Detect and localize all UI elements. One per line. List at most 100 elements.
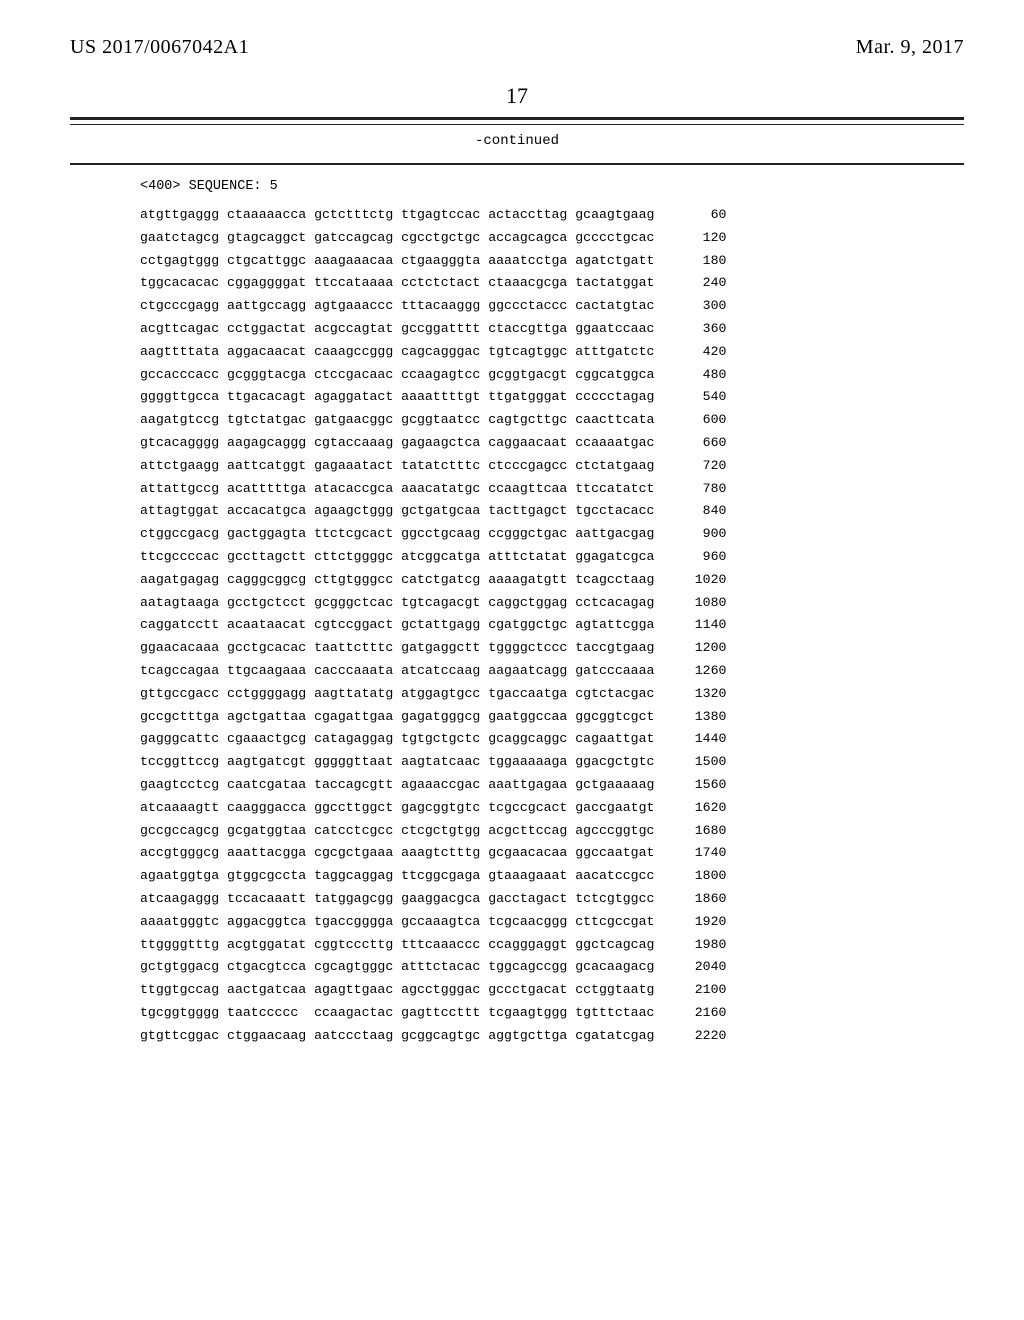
sequence-groups: gccgctttga agctgattaa cgagattgaa gagatgg… bbox=[140, 710, 654, 723]
sequence-position: 1320 bbox=[672, 687, 726, 700]
sequence-position: 240 bbox=[672, 276, 726, 289]
page-container: US 2017/0067042A1 Mar. 9, 2017 17 -conti… bbox=[0, 0, 1024, 1320]
sequence-groups: gctgtggacg ctgacgtcca cgcagtgggc atttcta… bbox=[140, 960, 654, 973]
sequence-groups: tccggttccg aagtgatcgt gggggttaat aagtatc… bbox=[140, 755, 654, 768]
sequence-position: 660 bbox=[672, 436, 726, 449]
sequence-row: agaatggtga gtggcgccta taggcaggag ttcggcg… bbox=[140, 869, 964, 882]
sequence-position: 360 bbox=[672, 322, 726, 335]
sequence-header: <400> SEQUENCE: 5 bbox=[140, 179, 964, 194]
sequence-position: 480 bbox=[672, 368, 726, 381]
sequence-position: 1140 bbox=[672, 618, 726, 631]
sequence-row: gtcacagggg aagagcaggg cgtaccaaag gagaagc… bbox=[140, 436, 964, 449]
sequence-position: 840 bbox=[672, 504, 726, 517]
sequence-groups: gccacccacc gcgggtacga ctccgacaac ccaagag… bbox=[140, 368, 654, 381]
sequence-row: caggatcctt acaataacat cgtccggact gctattg… bbox=[140, 618, 964, 631]
sequence-row: atcaaaagtt caagggacca ggccttggct gagcggt… bbox=[140, 801, 964, 814]
sequence-position: 900 bbox=[672, 527, 726, 540]
sequence-position: 1440 bbox=[672, 732, 726, 745]
sequence-row: gccacccacc gcgggtacga ctccgacaac ccaagag… bbox=[140, 368, 964, 381]
sequence-groups: gtgttcggac ctggaacaag aatccctaag gcggcag… bbox=[140, 1029, 654, 1042]
sequence-row: accgtgggcg aaattacgga cgcgctgaaa aaagtct… bbox=[140, 846, 964, 859]
sequence-position: 1740 bbox=[672, 846, 726, 859]
sequence-position: 300 bbox=[672, 299, 726, 312]
sequence-row: aagatgtccg tgtctatgac gatgaacggc gcggtaa… bbox=[140, 413, 964, 426]
sequence-groups: ttcgccccac gccttagctt cttctggggc atcggca… bbox=[140, 550, 654, 563]
sequence-groups: ggaacacaaa gcctgcacac taattctttc gatgagg… bbox=[140, 641, 654, 654]
sequence-position: 1080 bbox=[672, 596, 726, 609]
sequence-groups: ttggtgccag aactgatcaa agagttgaac agcctgg… bbox=[140, 983, 654, 996]
sequence-position: 960 bbox=[672, 550, 726, 563]
sequence-row: aaaatgggtc aggacggtca tgaccgggga gccaaag… bbox=[140, 915, 964, 928]
sequence-row: atgttgaggg ctaaaaacca gctctttctg ttgagtc… bbox=[140, 208, 964, 221]
sequence-row: ttggtgccag aactgatcaa agagttgaac agcctgg… bbox=[140, 983, 964, 996]
sequence-groups: aagatgtccg tgtctatgac gatgaacggc gcggtaa… bbox=[140, 413, 654, 426]
publication-number: US 2017/0067042A1 bbox=[70, 36, 249, 59]
page-header: US 2017/0067042A1 Mar. 9, 2017 bbox=[70, 36, 964, 59]
sequence-position: 1200 bbox=[672, 641, 726, 654]
sequence-position: 780 bbox=[672, 482, 726, 495]
sequence-position: 1860 bbox=[672, 892, 726, 905]
sequence-groups: gaatctagcg gtagcaggct gatccagcag cgcctgc… bbox=[140, 231, 654, 244]
sequence-position: 2220 bbox=[672, 1029, 726, 1042]
sequence-groups: atgttgaggg ctaaaaacca gctctttctg ttgagtc… bbox=[140, 208, 654, 221]
sequence-groups: acgttcagac cctggactat acgccagtat gccggat… bbox=[140, 322, 654, 335]
sequence-groups: atcaagaggg tccacaaatt tatggagcgg gaaggac… bbox=[140, 892, 654, 905]
sequence-groups: gccgccagcg gcgatggtaa catcctcgcc ctcgctg… bbox=[140, 824, 654, 837]
sequence-position: 1620 bbox=[672, 801, 726, 814]
continued-label: -continued bbox=[70, 133, 964, 149]
sequence-groups: aagatgagag cagggcggcg cttgtgggcc catctga… bbox=[140, 573, 654, 586]
sequence-row: gccgctttga agctgattaa cgagattgaa gagatgg… bbox=[140, 710, 964, 723]
sequence-table: atgttgaggg ctaaaaacca gctctttctg ttgagtc… bbox=[140, 208, 964, 1042]
sequence-groups: caggatcctt acaataacat cgtccggact gctattg… bbox=[140, 618, 654, 631]
sequence-row: gagggcattc cgaaactgcg catagaggag tgtgctg… bbox=[140, 732, 964, 745]
sequence-position: 540 bbox=[672, 390, 726, 403]
sequence-row: gttgccgacc cctggggagg aagttatatg atggagt… bbox=[140, 687, 964, 700]
sequence-groups: gagggcattc cgaaactgcg catagaggag tgtgctg… bbox=[140, 732, 654, 745]
sequence-row: tcagccagaa ttgcaagaaa cacccaaata atcatcc… bbox=[140, 664, 964, 677]
publication-date: Mar. 9, 2017 bbox=[856, 36, 964, 59]
sequence-row: atcaagaggg tccacaaatt tatggagcgg gaaggac… bbox=[140, 892, 964, 905]
sequence-row: ggggttgcca ttgacacagt agaggatact aaaattt… bbox=[140, 390, 964, 403]
sequence-row: gccgccagcg gcgatggtaa catcctcgcc ctcgctg… bbox=[140, 824, 964, 837]
sequence-groups: ttggggtttg acgtggatat cggtcccttg tttcaaa… bbox=[140, 938, 654, 951]
sequence-groups: ctggccgacg gactggagta ttctcgcact ggcctgc… bbox=[140, 527, 654, 540]
sequence-position: 1560 bbox=[672, 778, 726, 791]
sequence-row: tgcggtgggg taatccccc ccaagactac gagttcct… bbox=[140, 1006, 964, 1019]
sequence-groups: attagtggat accacatgca agaagctggg gctgatg… bbox=[140, 504, 654, 517]
sequence-row: gaagtcctcg caatcgataa taccagcgtt agaaacc… bbox=[140, 778, 964, 791]
sequence-position: 2040 bbox=[672, 960, 726, 973]
sequence-groups: agaatggtga gtggcgccta taggcaggag ttcggcg… bbox=[140, 869, 654, 882]
sequence-position: 60 bbox=[672, 208, 726, 221]
sequence-groups: atcaaaagtt caagggacca ggccttggct gagcggt… bbox=[140, 801, 654, 814]
sequence-groups: aatagtaaga gcctgctcct gcgggctcac tgtcaga… bbox=[140, 596, 654, 609]
horizontal-rule-inner: -continued bbox=[70, 124, 964, 149]
horizontal-rule-block: -continued bbox=[70, 117, 964, 165]
sequence-groups: ctgcccgagg aattgccagg agtgaaaccc tttacaa… bbox=[140, 299, 654, 312]
sequence-position: 1380 bbox=[672, 710, 726, 723]
sequence-position: 1680 bbox=[672, 824, 726, 837]
sequence-groups: tggcacacac cggaggggat ttccataaaa cctctct… bbox=[140, 276, 654, 289]
sequence-row: ctgcccgagg aattgccagg agtgaaaccc tttacaa… bbox=[140, 299, 964, 312]
sequence-position: 120 bbox=[672, 231, 726, 244]
sequence-row: gtgttcggac ctggaacaag aatccctaag gcggcag… bbox=[140, 1029, 964, 1042]
sequence-groups: gaagtcctcg caatcgataa taccagcgtt agaaacc… bbox=[140, 778, 654, 791]
sequence-groups: cctgagtggg ctgcattggc aaagaaacaa ctgaagg… bbox=[140, 254, 654, 267]
sequence-row: cctgagtggg ctgcattggc aaagaaacaa ctgaagg… bbox=[140, 254, 964, 267]
sequence-groups: aaaatgggtc aggacggtca tgaccgggga gccaaag… bbox=[140, 915, 654, 928]
page-number: 17 bbox=[70, 83, 964, 109]
sequence-groups: gtcacagggg aagagcaggg cgtaccaaag gagaagc… bbox=[140, 436, 654, 449]
sequence-row: tccggttccg aagtgatcgt gggggttaat aagtatc… bbox=[140, 755, 964, 768]
sequence-position: 420 bbox=[672, 345, 726, 358]
sequence-row: ggaacacaaa gcctgcacac taattctttc gatgagg… bbox=[140, 641, 964, 654]
sequence-groups: tgcggtgggg taatccccc ccaagactac gagttcct… bbox=[140, 1006, 654, 1019]
sequence-position: 180 bbox=[672, 254, 726, 267]
sequence-position: 720 bbox=[672, 459, 726, 472]
sequence-position: 1020 bbox=[672, 573, 726, 586]
sequence-row: aagttttata aggacaacat caaagccggg cagcagg… bbox=[140, 345, 964, 358]
sequence-row: ttggggtttg acgtggatat cggtcccttg tttcaaa… bbox=[140, 938, 964, 951]
sequence-row: gctgtggacg ctgacgtcca cgcagtgggc atttcta… bbox=[140, 960, 964, 973]
sequence-groups: attctgaagg aattcatggt gagaaatact tatatct… bbox=[140, 459, 654, 472]
sequence-position: 1260 bbox=[672, 664, 726, 677]
sequence-row: ttcgccccac gccttagctt cttctggggc atcggca… bbox=[140, 550, 964, 563]
sequence-row: tggcacacac cggaggggat ttccataaaa cctctct… bbox=[140, 276, 964, 289]
